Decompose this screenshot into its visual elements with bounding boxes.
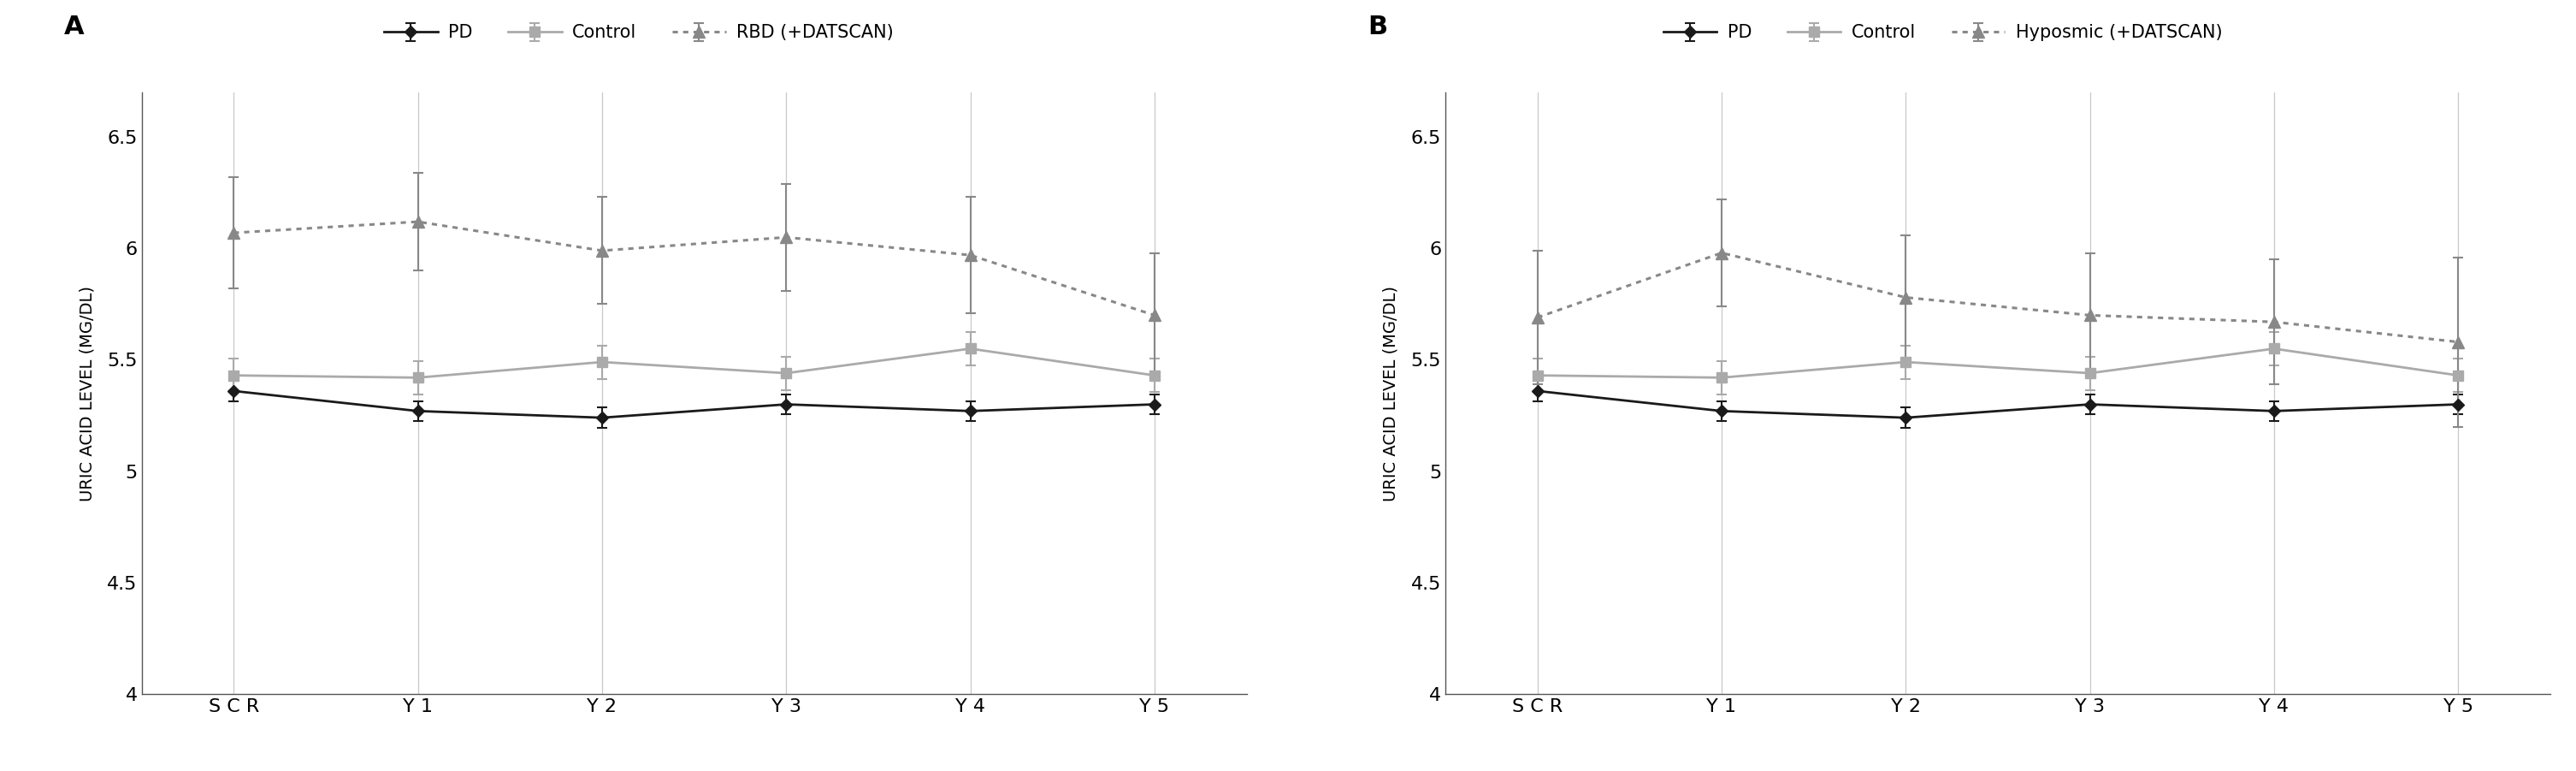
Legend: PD, Control, Hyposmic (+DATSCAN): PD, Control, Hyposmic (+DATSCAN)	[1656, 17, 2228, 49]
Y-axis label: URIC ACID LEVEL (MG/DL): URIC ACID LEVEL (MG/DL)	[80, 285, 95, 501]
Text: B: B	[1368, 15, 1388, 39]
Y-axis label: URIC ACID LEVEL (MG/DL): URIC ACID LEVEL (MG/DL)	[1383, 285, 1399, 501]
Text: A: A	[64, 15, 85, 39]
Legend: PD, Control, RBD (+DATSCAN): PD, Control, RBD (+DATSCAN)	[376, 17, 902, 49]
